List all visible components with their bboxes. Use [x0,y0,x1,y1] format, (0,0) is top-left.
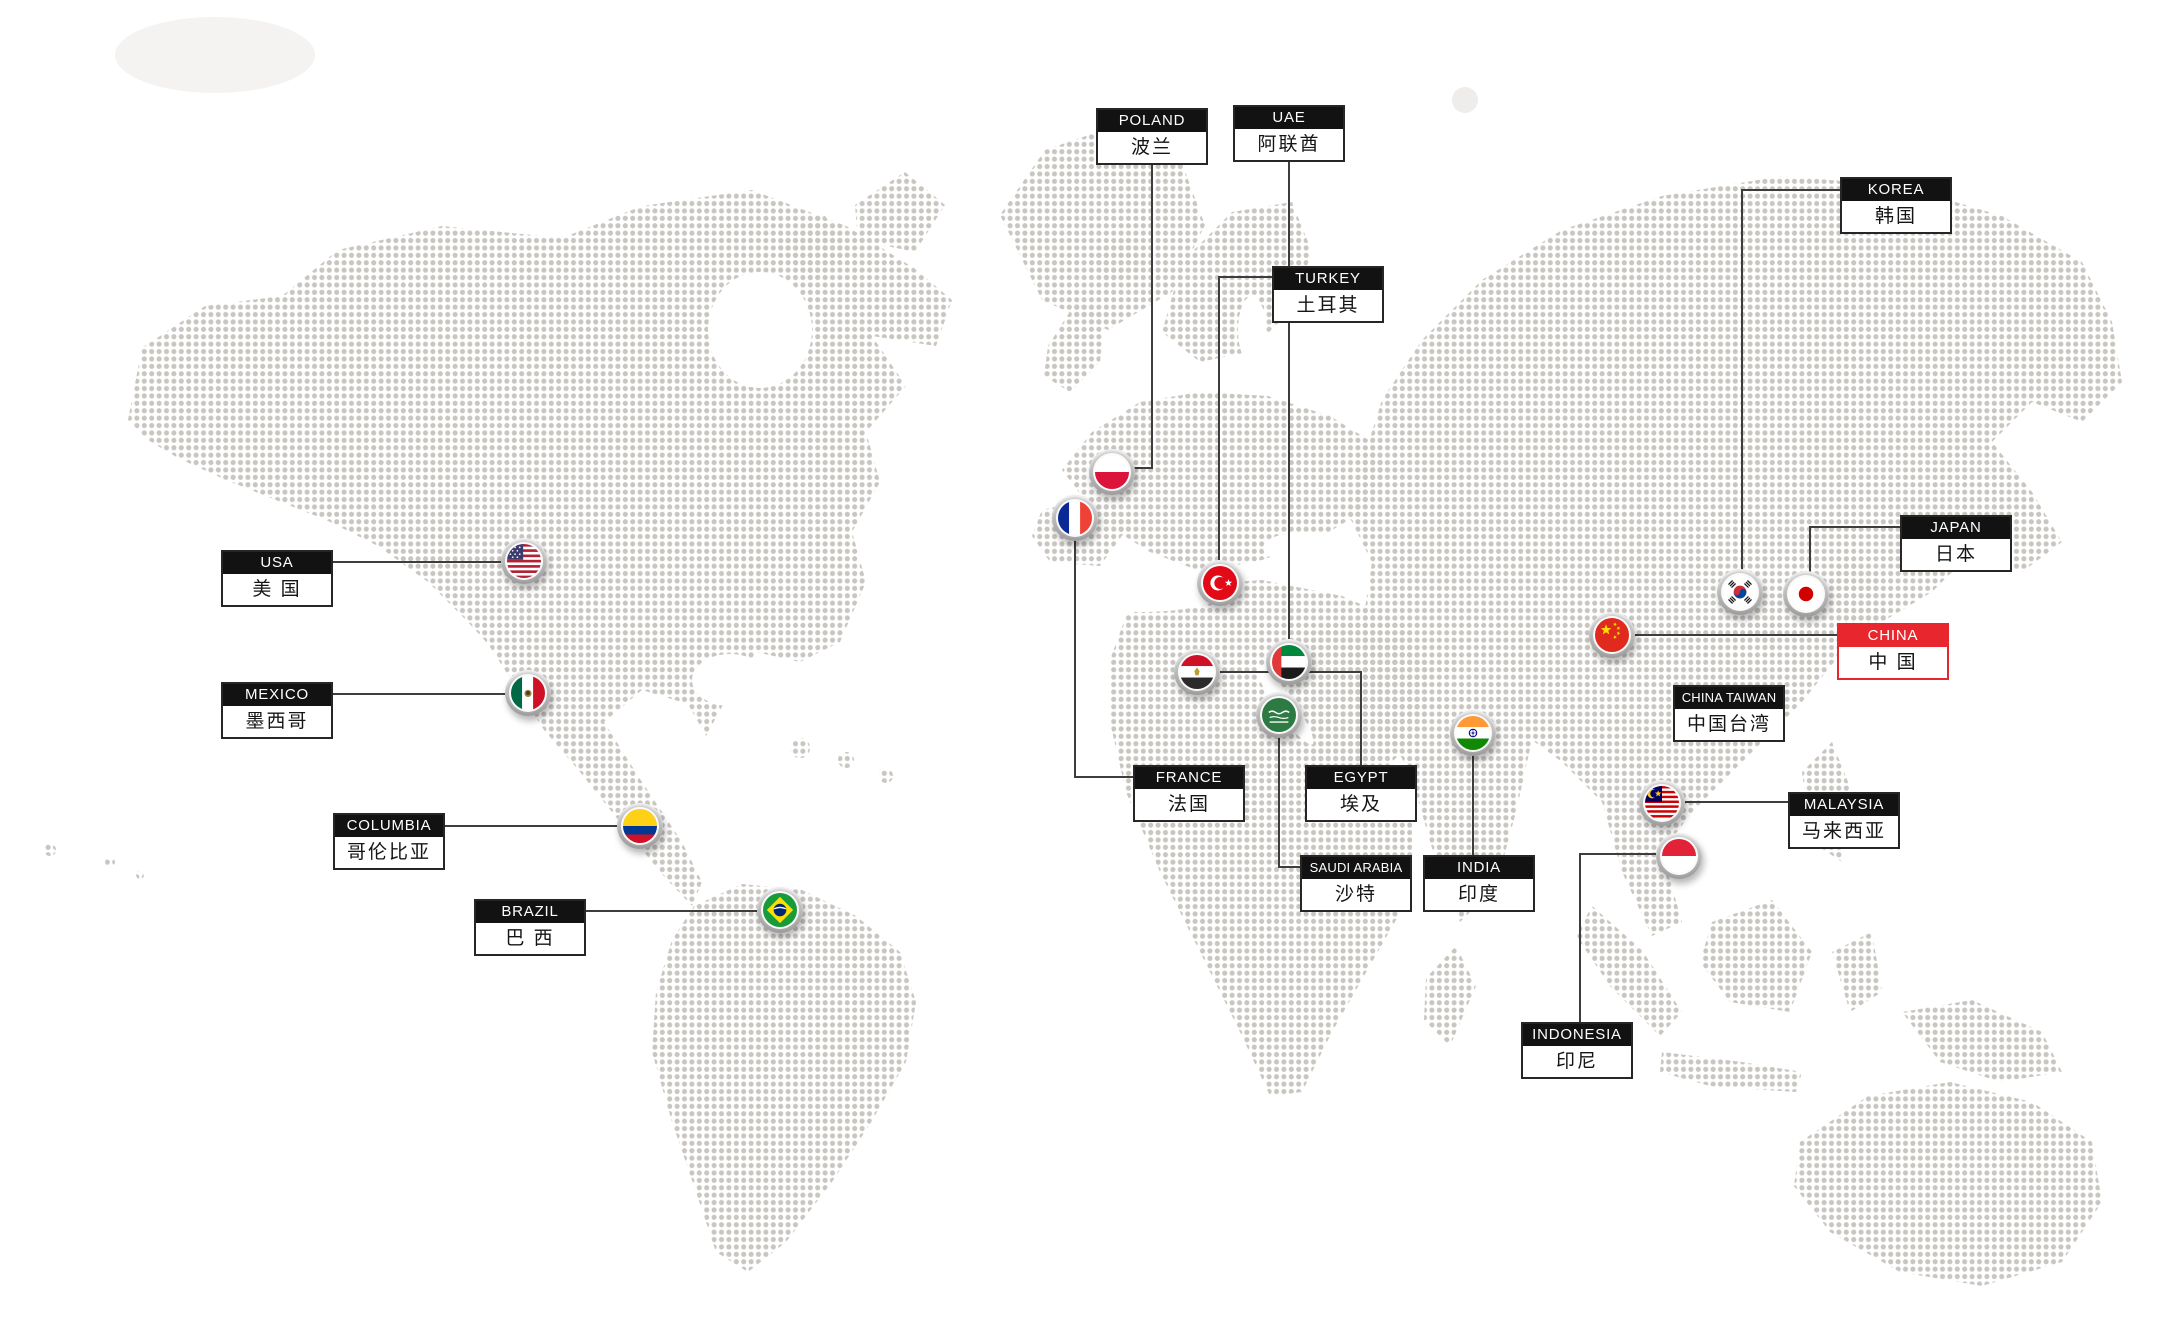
background-smudge [115,17,315,93]
country-name-zh: 埃及 [1339,794,1382,815]
flag-pin-egypt [1174,649,1220,695]
tr-flag-icon [1203,566,1237,600]
flag-pin-poland [1089,449,1135,495]
flag-pin-uae [1266,639,1312,685]
country-label-turkey: TURKEY 土耳其 [1272,266,1384,323]
flag-pin-china [1589,612,1635,658]
country-name-en: POLAND [1098,110,1206,132]
sea-cutouts [692,272,1598,905]
country-name-zh: 中 国 [1868,652,1918,673]
connector-line-egypt [1218,671,1362,765]
country-name-zh: 墨西哥 [245,711,309,732]
id-flag-icon [1662,839,1696,873]
country-name-en: USA [223,552,331,574]
country-name-en: BRAZIL [476,901,584,923]
country-name-zh: 法国 [1167,794,1210,815]
country-name-en: CHINA [1839,625,1947,647]
eg-flag-icon [1180,655,1214,689]
my-flag-icon [1645,786,1679,820]
country-name-zh: 阿联酋 [1257,134,1321,155]
country-name-en: CHINA TAIWAN [1675,687,1783,709]
connector-line-saudi-arabia [1278,736,1300,868]
country-name-en: UAE [1235,107,1343,129]
flag-pin-columbia [617,803,663,849]
country-name-en: TURKEY [1274,268,1382,290]
connector-line-korea [1741,189,1840,571]
country-name-zh: 中国台湾 [1686,714,1771,735]
country-name-zh: 哥伦比亚 [346,842,431,863]
country-label-usa: USA 美 国 [221,550,333,607]
fr-flag-icon [1058,501,1092,535]
connector-line-france [1074,539,1133,778]
connector-line-turkey [1218,276,1272,562]
flag-pin-saudi-arabia [1256,692,1302,738]
kr-flag-icon [1723,575,1757,609]
flag-pin-brazil [757,887,803,933]
jp-flag-icon [1789,577,1823,611]
country-name-zh: 韩国 [1874,206,1917,227]
country-name-zh: 马来西亚 [1801,821,1886,842]
country-label-mexico: MEXICO 墨西哥 [221,682,333,739]
in-flag-icon [1456,716,1490,750]
sa-flag-icon [1262,698,1296,732]
flag-pin-indonesia [1656,833,1702,879]
country-name-en: KOREA [1842,179,1950,201]
flag-pin-india [1450,710,1496,756]
country-name-en: MEXICO [223,684,331,706]
flag-pin-korea [1717,569,1763,615]
country-label-china-taiwan: CHINA TAIWAN 中国台湾 [1673,685,1785,742]
ae-flag-icon [1272,645,1306,679]
flag-pin-france [1052,495,1098,541]
country-name-en: FRANCE [1135,767,1243,789]
country-label-indonesia: INDONESIA 印尼 [1521,1022,1633,1079]
mx-flag-icon [511,676,545,710]
country-name-zh: 波兰 [1130,137,1173,158]
country-name-en: MALAYSIA [1790,794,1898,816]
country-name-zh: 巴 西 [505,928,555,949]
country-label-egypt: EGYPT 埃及 [1305,765,1417,822]
country-label-brazil: BRAZIL 巴 西 [474,899,586,956]
country-name-en: COLUMBIA [335,815,443,837]
country-name-en: EGYPT [1307,767,1415,789]
us-flag-icon [507,544,541,578]
country-label-columbia: COLUMBIA 哥伦比亚 [333,813,445,870]
country-label-japan: JAPAN 日本 [1900,515,2012,572]
country-name-zh: 印尼 [1555,1051,1598,1072]
flag-pin-turkey [1197,560,1243,606]
background-faint-dot [1452,87,1478,113]
country-name-zh: 日本 [1934,544,1977,565]
br-flag-icon [763,893,797,927]
country-name-en: JAPAN [1902,517,2010,539]
connector-line-poland [1131,160,1153,469]
flag-pin-malaysia [1639,780,1685,826]
country-label-korea: KOREA 韩国 [1840,177,1952,234]
country-label-france: FRANCE 法国 [1133,765,1245,822]
country-name-zh: 美 国 [252,579,302,600]
country-name-zh: 土耳其 [1296,295,1360,316]
country-label-china: CHINA 中 国 [1837,623,1949,680]
cn-flag-icon [1595,618,1629,652]
connector-line-indonesia [1579,853,1656,1022]
country-label-saudi-arabia: SAUDI ARABIA 沙特 [1300,855,1412,912]
country-label-malaysia: MALAYSIA 马来西亚 [1788,792,1900,849]
country-name-en: INDONESIA [1523,1024,1631,1046]
connector-line-japan [1809,526,1900,573]
country-name-en: SAUDI ARABIA [1302,857,1410,879]
country-name-zh: 印度 [1457,884,1500,905]
flag-pin-mexico [505,670,551,716]
country-label-india: INDIA 印度 [1423,855,1535,912]
country-name-en: INDIA [1425,857,1533,879]
flag-pin-japan [1783,571,1829,617]
country-name-zh: 沙特 [1334,884,1377,905]
co-flag-icon [623,809,657,843]
flag-pin-usa [501,538,547,584]
country-label-poland: POLAND 波兰 [1096,108,1208,165]
country-label-uae: UAE 阿联酋 [1233,105,1345,162]
pl-flag-icon [1095,455,1129,489]
